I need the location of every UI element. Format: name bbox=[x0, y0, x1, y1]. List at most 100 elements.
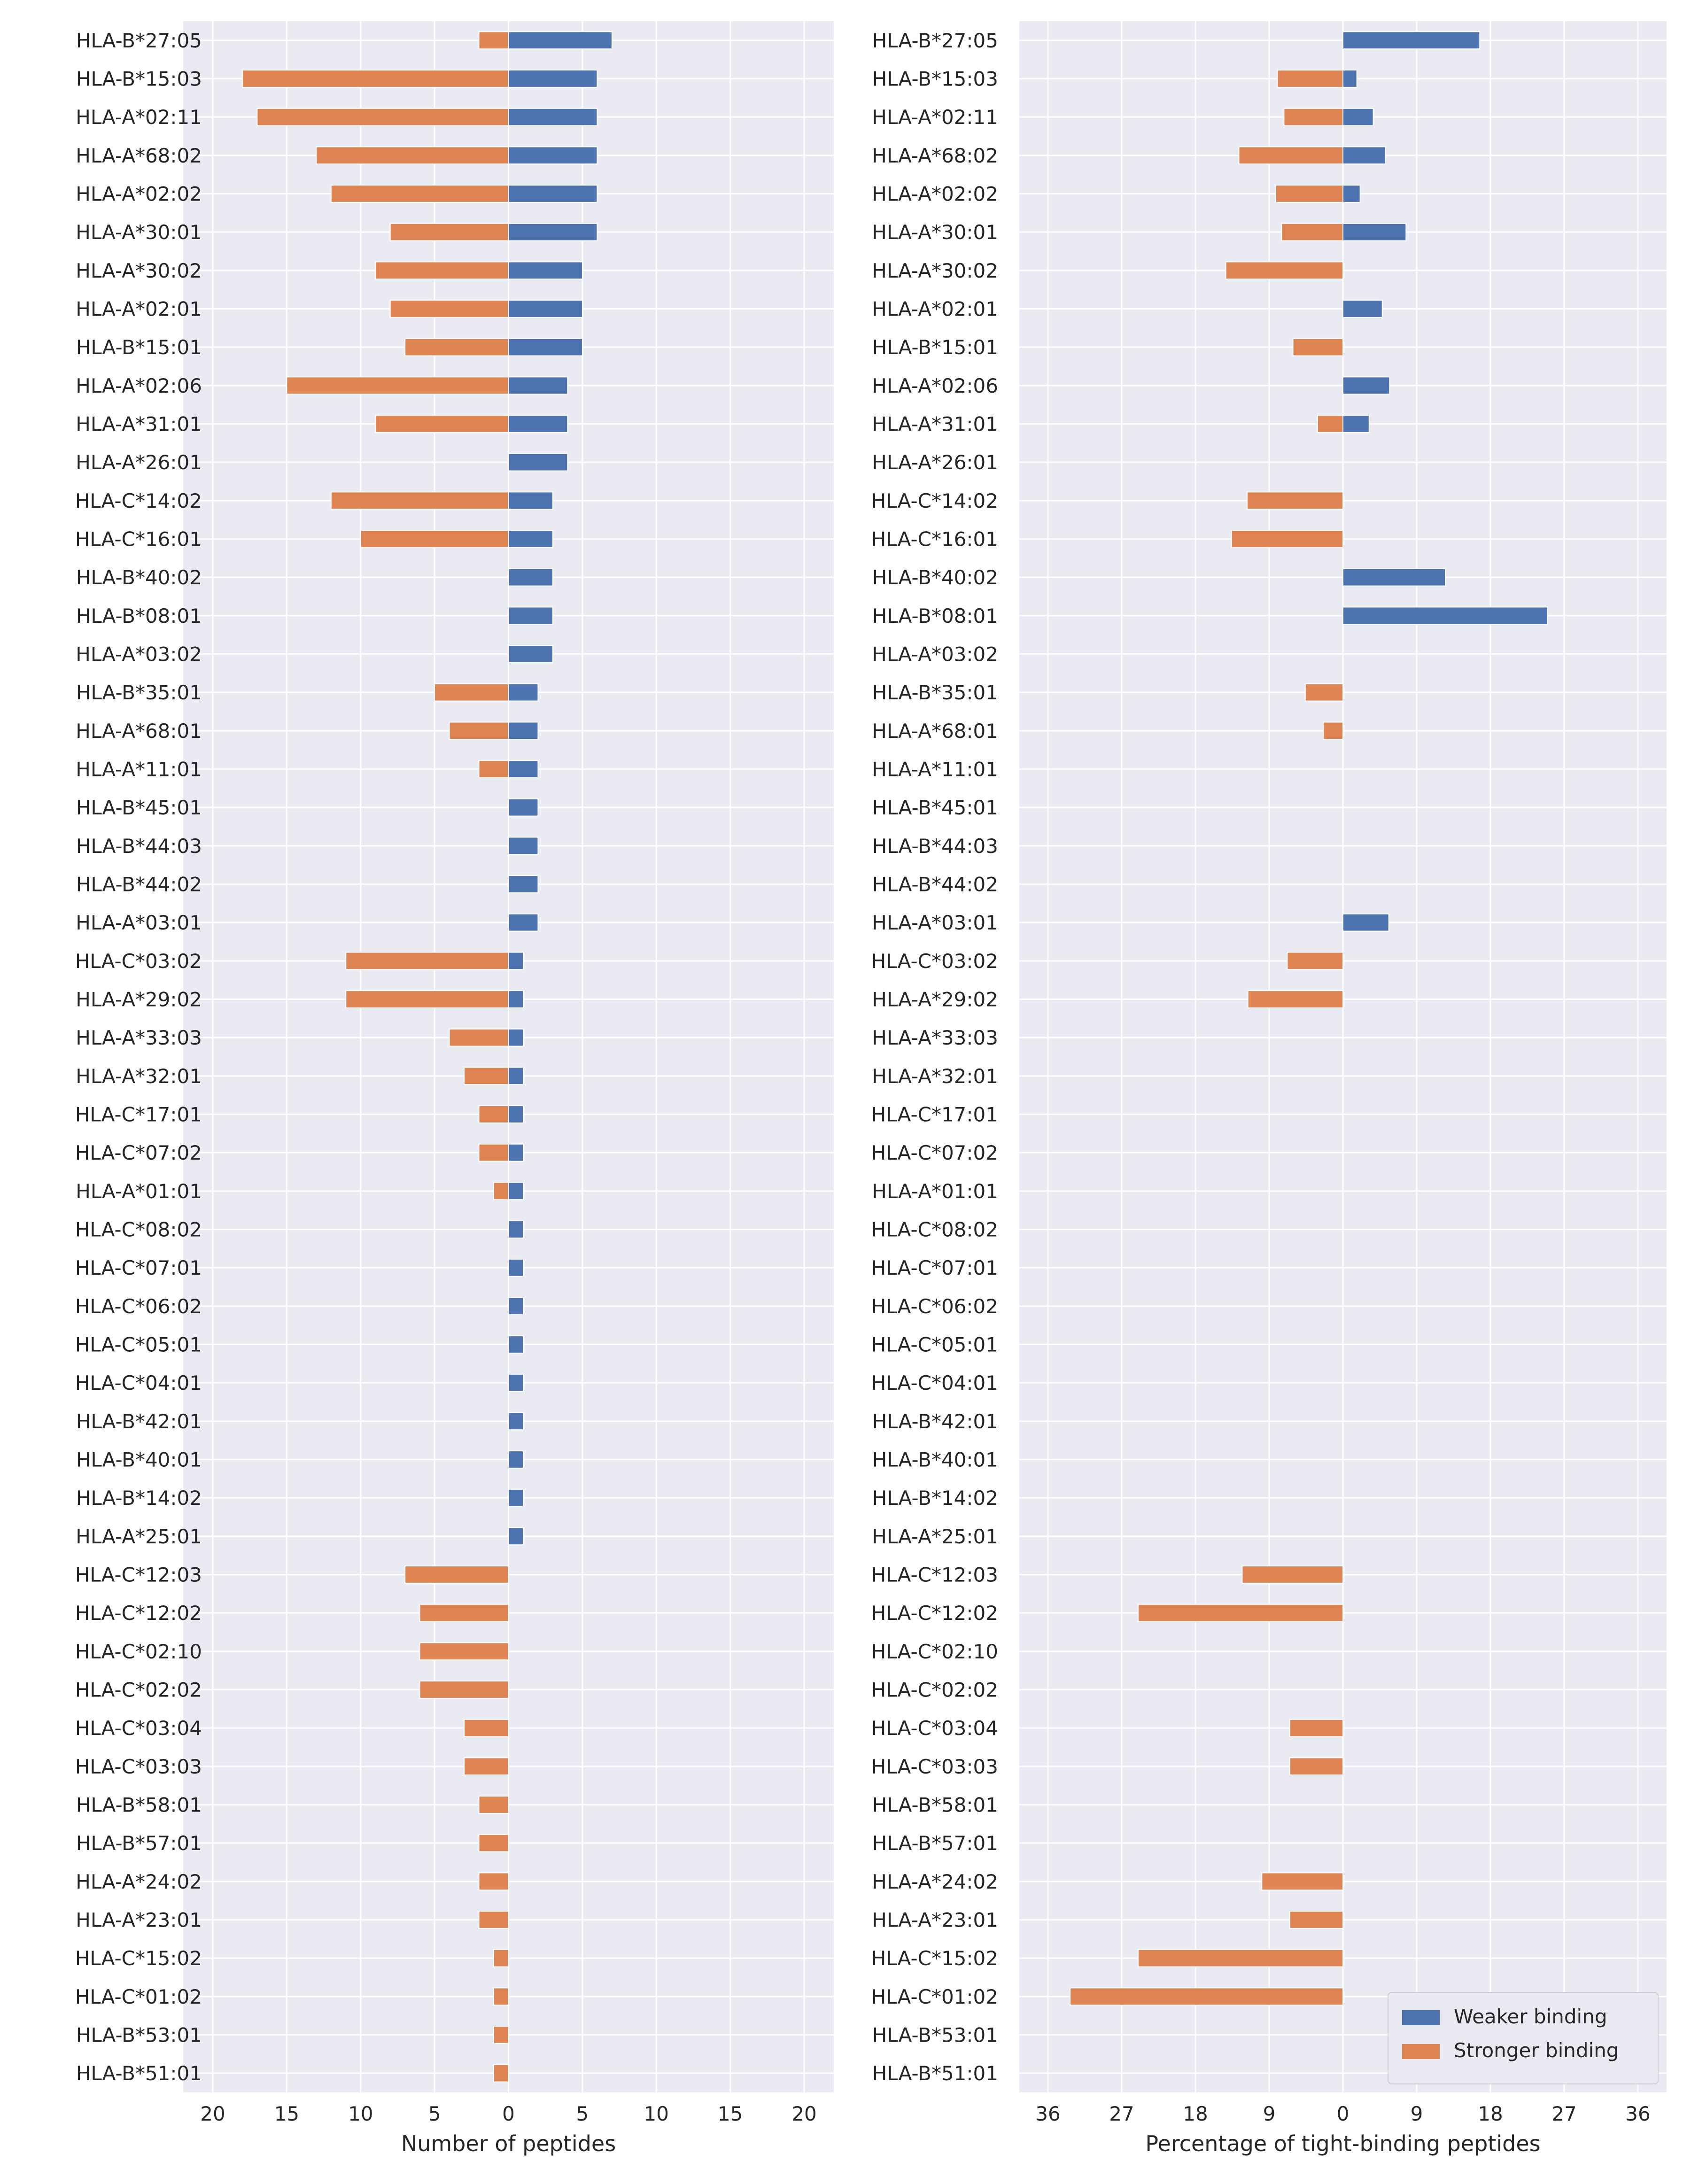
y-tick-label: HLA-C*12:02 bbox=[75, 1602, 202, 1625]
chart-panel-2: HLA-B*27:05 HLA-B*15:03 HLA-A*02:11 HLA-A*6… bbox=[871, 21, 1667, 2156]
bar-weaker bbox=[1342, 146, 1386, 165]
bar-stronger bbox=[404, 338, 509, 356]
y-tick-label: HLA-B*42:01 bbox=[76, 1410, 202, 1433]
y-tick-label: HLA-B*15:03 bbox=[76, 68, 202, 91]
y-tick-label: HLA-A*26:01 bbox=[872, 451, 998, 474]
bar-stronger bbox=[330, 185, 509, 203]
legend-swatch-stronger bbox=[1402, 2044, 1440, 2059]
chart-panel-1: HLA-B*27:05 HLA-B*15:03 HLA-A*02:11 HLA-A*6… bbox=[75, 21, 834, 2156]
bar-weaker bbox=[1342, 108, 1374, 126]
y-tick-label: HLA-B*40:02 bbox=[872, 566, 998, 589]
y-tick-label: HLA-B*08:01 bbox=[872, 604, 998, 627]
bar-weaker bbox=[508, 1412, 524, 1431]
bar-weaker bbox=[508, 836, 539, 855]
bar-weaker bbox=[508, 108, 598, 126]
y-tick-label: HLA-C*01:02 bbox=[871, 1985, 998, 2008]
y-tick-label: HLA-B*45:01 bbox=[872, 796, 998, 819]
y-tick-label: HLA-B*08:01 bbox=[76, 604, 202, 627]
y-tick-label: HLA-A*30:01 bbox=[76, 221, 202, 244]
y-tick-label: HLA-A*01:01 bbox=[76, 1180, 202, 1203]
bar-weaker bbox=[508, 415, 568, 433]
bar-stronger bbox=[1246, 491, 1344, 510]
y-tick-label: HLA-A*31:01 bbox=[872, 413, 998, 436]
bar-stronger bbox=[419, 1642, 509, 1661]
bar-stronger bbox=[478, 1796, 509, 1814]
y-tick-label: HLA-C*05:01 bbox=[871, 1333, 998, 1356]
bar-stronger bbox=[1287, 952, 1344, 970]
y-tick-label: HLA-C*03:03 bbox=[871, 1755, 998, 1778]
y-tick-label: HLA-A*24:02 bbox=[76, 1870, 202, 1893]
bar-stronger bbox=[1247, 990, 1343, 1008]
x-tick-label: 18 bbox=[1478, 2102, 1503, 2125]
y-tick-label: HLA-C*05:01 bbox=[75, 1333, 202, 1356]
y-tick-label: HLA-B*14:02 bbox=[872, 1487, 998, 1510]
bar-weaker bbox=[508, 185, 598, 203]
bar-weaker bbox=[1342, 415, 1370, 433]
bar-stronger bbox=[345, 990, 509, 1008]
bar-stronger bbox=[256, 108, 509, 126]
bar-stronger bbox=[360, 530, 509, 548]
y-tick-label: HLA-C*12:03 bbox=[75, 1564, 202, 1587]
bar-stronger bbox=[493, 1949, 509, 1967]
y-tick-label: HLA-A*29:02 bbox=[76, 988, 202, 1011]
bar-weaker bbox=[1342, 300, 1383, 318]
bar-weaker bbox=[508, 146, 598, 165]
bar-weaker bbox=[508, 1105, 524, 1123]
y-tick-label: HLA-B*57:01 bbox=[872, 1832, 998, 1855]
y-tick-label: HLA-B*44:02 bbox=[872, 873, 998, 896]
y-tick-label: HLA-A*01:01 bbox=[872, 1180, 998, 1203]
y-tick-label: HLA-B*27:05 bbox=[76, 29, 202, 52]
bar-stronger bbox=[375, 261, 509, 280]
bar-weaker bbox=[508, 491, 553, 510]
y-tick-label: HLA-C*08:02 bbox=[871, 1218, 998, 1241]
y-tick-label: HLA-B*58:01 bbox=[76, 1794, 202, 1817]
x-tick-label: 10 bbox=[348, 2102, 373, 2125]
y-tick-label: HLA-A*68:01 bbox=[872, 720, 998, 743]
y-tick-label: HLA-A*11:01 bbox=[76, 758, 202, 781]
x-tick-label: 15 bbox=[718, 2102, 743, 2125]
x-tick-label: 36 bbox=[1035, 2102, 1060, 2125]
bar-stronger bbox=[389, 223, 509, 241]
bar-stronger bbox=[1283, 108, 1344, 126]
y-tick-label: HLA-C*03:04 bbox=[75, 1717, 202, 1740]
x-tick-label: 0 bbox=[502, 2102, 515, 2125]
bar-weaker bbox=[508, 453, 568, 472]
bar-weaker bbox=[508, 300, 583, 318]
y-tick-label: HLA-A*30:01 bbox=[872, 221, 998, 244]
bar-weaker bbox=[508, 1527, 524, 1546]
y-tick-label: HLA-A*02:02 bbox=[76, 183, 202, 206]
y-tick-label: HLA-B*14:02 bbox=[76, 1487, 202, 1510]
bar-weaker bbox=[508, 990, 524, 1008]
y-tick-label: HLA-B*15:03 bbox=[872, 68, 998, 91]
bar-weaker bbox=[508, 70, 598, 88]
y-tick-label: HLA-C*07:01 bbox=[75, 1256, 202, 1279]
y-tick-label: HLA-B*58:01 bbox=[872, 1794, 998, 1817]
bar-stronger bbox=[1323, 721, 1344, 740]
bar-stronger bbox=[1241, 1565, 1344, 1584]
bar-stronger bbox=[241, 70, 509, 88]
x-axis-title: Percentage of tight-binding peptides bbox=[1145, 2131, 1540, 2156]
y-tick-label: HLA-A*02:06 bbox=[76, 374, 202, 397]
y-tick-label: HLA-C*04:01 bbox=[75, 1371, 202, 1394]
x-tick-label: 20 bbox=[791, 2102, 816, 2125]
bar-stronger bbox=[1238, 146, 1343, 165]
y-tick-label: HLA-A*32:01 bbox=[76, 1065, 202, 1088]
y-tick-label: HLA-A*02:11 bbox=[872, 106, 998, 129]
y-tick-label: HLA-A*68:02 bbox=[872, 144, 998, 167]
bar-weaker bbox=[1342, 376, 1390, 395]
y-tick-label: HLA-C*08:02 bbox=[75, 1218, 202, 1241]
bar-weaker bbox=[508, 1297, 524, 1316]
y-tick-label: HLA-A*02:06 bbox=[872, 374, 998, 397]
bar-stronger bbox=[1231, 530, 1343, 548]
bar-stronger bbox=[478, 760, 509, 778]
y-tick-label: HLA-A*23:01 bbox=[872, 1909, 998, 1932]
y-tick-label: HLA-C*03:03 bbox=[75, 1755, 202, 1778]
bar-stronger bbox=[478, 1911, 509, 1929]
bar-weaker bbox=[508, 683, 539, 702]
bar-weaker bbox=[508, 223, 598, 241]
bar-weaker bbox=[1342, 568, 1446, 587]
y-tick-label: HLA-B*27:05 bbox=[872, 29, 998, 52]
y-tick-label: HLA-A*32:01 bbox=[872, 1065, 998, 1088]
bar-stronger bbox=[1317, 415, 1343, 433]
x-tick-label: 5 bbox=[428, 2102, 441, 2125]
